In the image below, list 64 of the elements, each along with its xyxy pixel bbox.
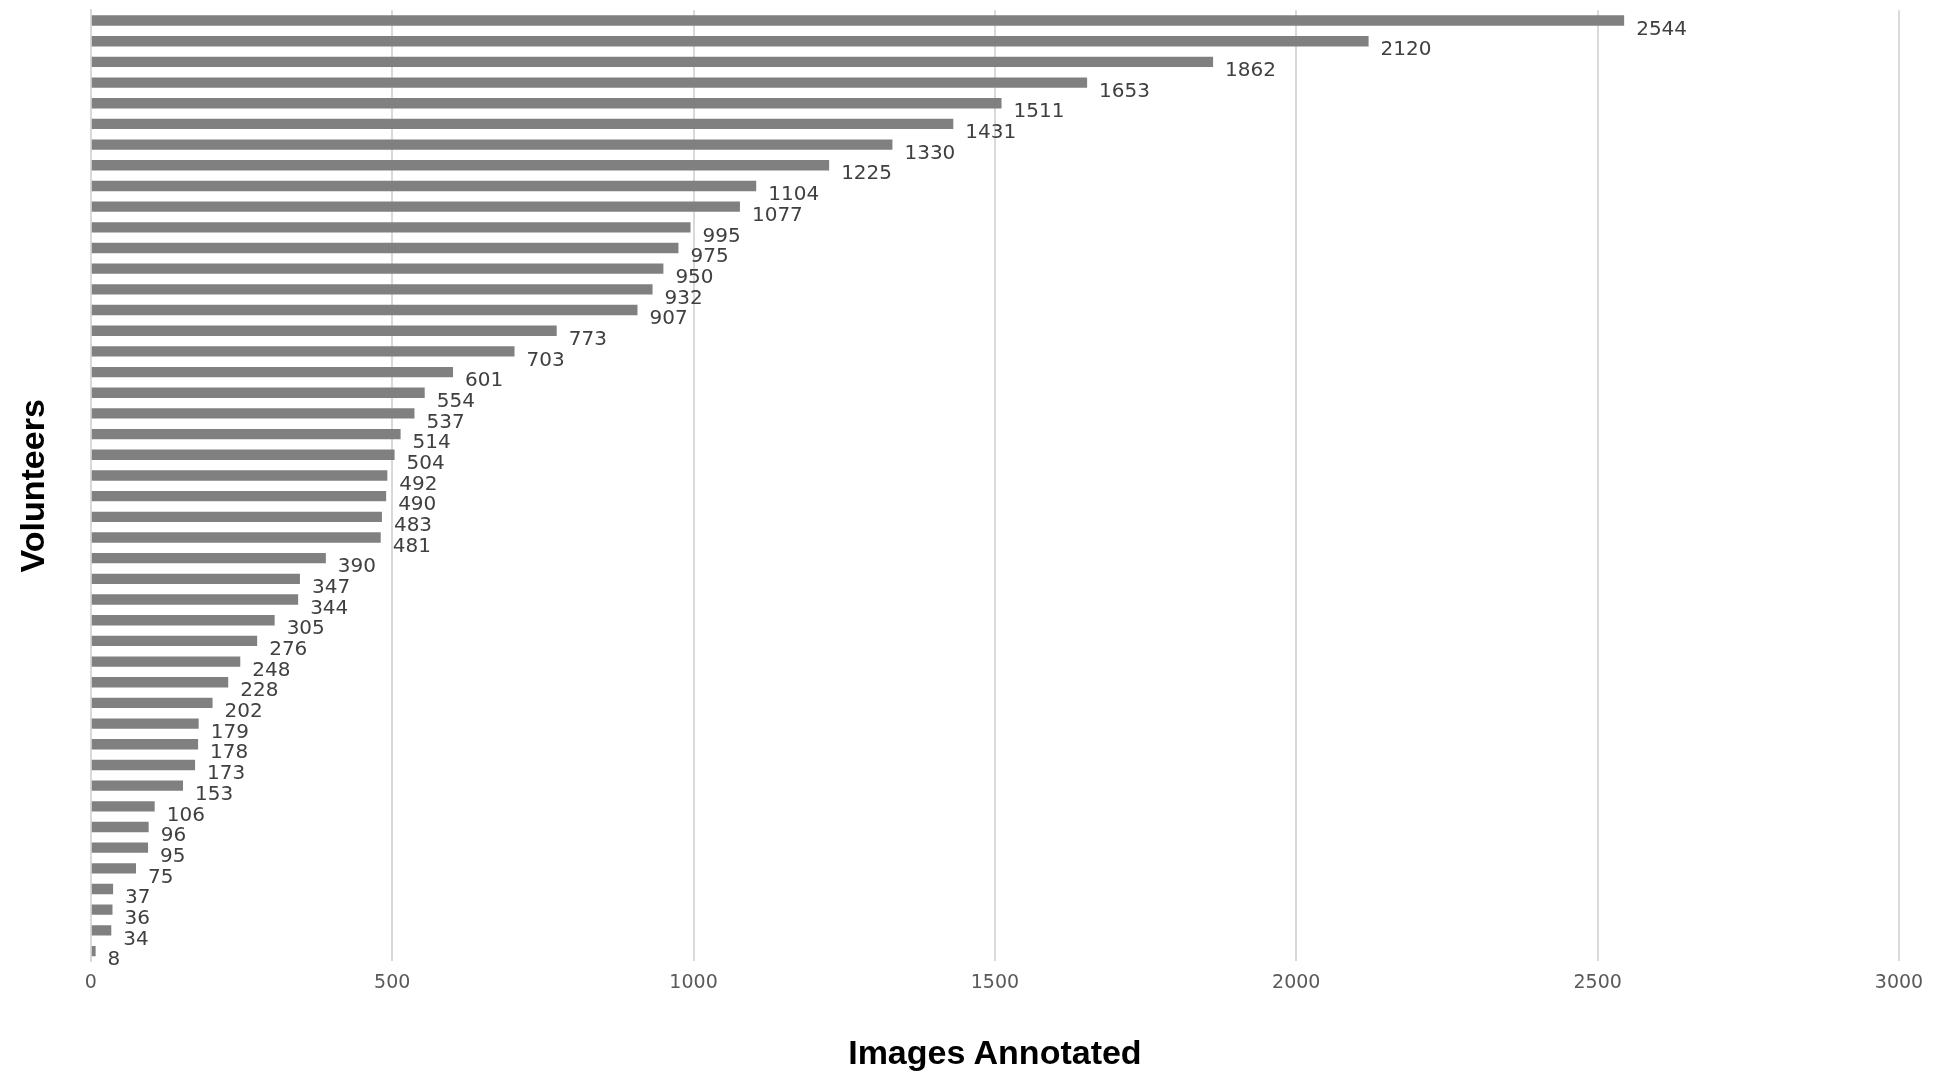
bar (91, 883, 114, 895)
bar (91, 573, 300, 585)
bar (91, 656, 241, 667)
x-tick-label: 1000 (669, 969, 718, 992)
bar (91, 387, 425, 398)
x-tick-label: 3000 (1874, 969, 1924, 992)
bar (91, 284, 653, 295)
bar (91, 677, 229, 688)
bar (91, 801, 155, 812)
bar (91, 242, 679, 254)
bar (91, 408, 415, 419)
bar (91, 98, 1002, 109)
bar (91, 118, 954, 130)
bar (91, 222, 691, 233)
bar (91, 428, 401, 440)
data-label: 1862 (1225, 57, 1276, 82)
bar (91, 56, 1214, 68)
bar (91, 739, 199, 750)
bar (91, 263, 664, 274)
bar (91, 697, 213, 709)
bar (91, 36, 1369, 47)
bar (91, 553, 326, 564)
data-label: 2544 (1636, 15, 1688, 40)
bar (91, 718, 199, 729)
bar (91, 780, 184, 791)
x-tick-label: 500 (374, 969, 411, 992)
bar (91, 615, 275, 626)
bar (91, 863, 137, 874)
bar (91, 304, 638, 316)
data-label: 1225 (841, 160, 893, 185)
bar (91, 821, 149, 833)
data-label: 1653 (1099, 77, 1151, 102)
bar (91, 532, 381, 543)
data-label: 773 (568, 325, 607, 350)
bar (91, 449, 395, 460)
x-axis-title: Images Annotated (848, 1032, 1142, 1071)
x-tick-label: 2000 (1272, 969, 1321, 992)
bar (91, 904, 113, 915)
data-label: 703 (526, 346, 565, 371)
bar (91, 511, 382, 522)
data-label: 1330 (904, 139, 956, 164)
bar (91, 635, 258, 647)
data-label: 8 (107, 946, 121, 971)
bar (91, 139, 893, 150)
bar (91, 945, 96, 957)
x-tick-label: 0 (84, 969, 97, 992)
bar (91, 346, 515, 357)
x-tick-label: 2500 (1573, 969, 1622, 992)
bar (91, 325, 557, 336)
x-tick-label: 1500 (970, 969, 1020, 992)
bar (91, 759, 196, 771)
bar (91, 201, 740, 212)
bar (91, 594, 299, 605)
bar (91, 842, 149, 853)
bar (91, 490, 387, 502)
bar (91, 77, 1088, 88)
bar (91, 160, 830, 171)
y-axis-title: Volunteers (12, 399, 51, 573)
data-label: 2120 (1380, 36, 1432, 61)
bar (91, 180, 757, 192)
bar (91, 366, 454, 378)
bar (91, 470, 388, 481)
bar (91, 15, 1625, 26)
bar (91, 925, 112, 936)
